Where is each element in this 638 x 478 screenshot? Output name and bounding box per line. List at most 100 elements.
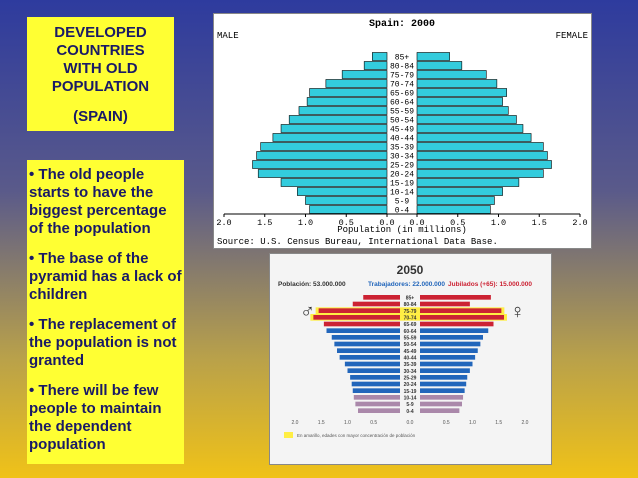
bar-male-5-9 (305, 196, 388, 205)
bar-male-60-64 (326, 328, 400, 333)
bar-female-10-14 (420, 395, 464, 400)
age-label-40-44: 40-44 (390, 135, 414, 144)
age-label-20-24: 20-24 (390, 171, 414, 180)
bar-male-75-79 (341, 70, 388, 79)
bar-male-50-54 (334, 341, 400, 347)
bar-female-80-84 (420, 301, 470, 307)
bar-male-70-74 (313, 315, 400, 320)
bar-male-10-14 (297, 187, 388, 196)
age-label-30-34: 30-34 (404, 369, 417, 375)
bar-male-85+ (372, 52, 388, 61)
bar-female-60-64 (416, 97, 503, 106)
bar-male-70-74 (325, 79, 388, 88)
bar-female-25-29 (420, 375, 468, 380)
bar-male-35-39 (260, 142, 388, 151)
age-label-0-4: 0-4 (395, 207, 410, 216)
age-label-50-54: 50-54 (404, 342, 417, 348)
x-tick-5: 0.0 (409, 218, 424, 228)
age-label-70-74: 70-74 (404, 315, 417, 321)
x-tick-2050-8: 2.0 (522, 420, 529, 426)
bar-female-40-44 (420, 355, 476, 360)
x-tick-2050-3: 0.5 (370, 420, 377, 426)
chart-2000-female-label: FEMALE (556, 31, 588, 41)
title-box: DEVELOPED COUNTRIES WITH OLD POPULATION … (27, 17, 174, 131)
age-label-20-24: 20-24 (404, 382, 417, 388)
bar-female-70-74 (416, 79, 498, 88)
bar-female-0-4 (420, 408, 460, 413)
age-label-75-79: 75-79 (390, 72, 414, 81)
bar-female-80-84 (416, 61, 463, 70)
age-label-10-14: 10-14 (404, 395, 417, 401)
bar-male-35-39 (344, 361, 400, 367)
age-label-55-59: 55-59 (404, 335, 417, 341)
age-label-35-39: 35-39 (390, 144, 414, 153)
bar-male-65-69 (309, 88, 388, 97)
bar-male-20-24 (257, 169, 388, 178)
bar-female-0-4 (416, 205, 491, 214)
x-tick-9: 2.0 (572, 218, 587, 228)
bar-female-85+ (416, 52, 450, 61)
age-label-40-44: 40-44 (404, 355, 417, 361)
bar-male-85+ (363, 295, 400, 300)
bar-female-40-44 (416, 133, 532, 142)
bar-male-25-29 (252, 160, 388, 169)
bar-male-55-59 (331, 335, 400, 340)
x-tick-6: 0.5 (450, 218, 465, 228)
age-label-30-34: 30-34 (390, 153, 414, 162)
bar-female-35-39 (420, 361, 473, 367)
bullet-3: • The replacement of the population is n… (29, 316, 177, 369)
title-line-3: WITH OLD (63, 60, 138, 77)
age-label-85+: 85+ (395, 54, 410, 63)
age-label-85+: 85+ (406, 295, 415, 301)
age-label-25-29: 25-29 (404, 375, 417, 381)
bar-male-40-44 (339, 355, 400, 360)
age-label-65-69: 65-69 (390, 90, 414, 99)
title-subtitle: (SPAIN) (73, 108, 128, 125)
age-label-45-49: 45-49 (390, 126, 414, 135)
highlight-70-74 (310, 314, 507, 321)
bar-female-25-29 (416, 160, 552, 169)
age-label-70-74: 70-74 (390, 81, 414, 90)
age-label-55-59: 55-59 (390, 108, 414, 117)
bar-male-20-24 (351, 381, 400, 387)
bar-male-0-4 (309, 205, 388, 214)
bar-female-60-64 (420, 328, 489, 333)
bar-male-10-14 (353, 395, 400, 400)
bar-female-65-69 (416, 88, 507, 97)
age-label-10-14: 10-14 (390, 189, 414, 198)
x-tick-2: 1.0 (298, 218, 313, 228)
bar-male-40-44 (272, 133, 388, 142)
bullets-box: • The old people starts to have the bigg… (27, 160, 184, 464)
title-line-2: COUNTRIES (56, 42, 145, 59)
chart-2050-legend: En amarillo, edades con mayor concentrac… (297, 433, 416, 438)
bar-female-45-49 (416, 124, 524, 133)
bar-male-45-49 (280, 124, 388, 133)
bullet-1: • The old people starts to have the bigg… (29, 166, 167, 237)
bar-male-75-79 (318, 308, 400, 313)
age-label-25-29: 25-29 (390, 162, 414, 171)
bar-female-75-79 (416, 70, 487, 79)
age-label-5-9: 5-9 (406, 402, 413, 408)
age-label-0-4: 0-4 (406, 409, 413, 415)
x-tick-2050-2: 1.0 (344, 420, 351, 426)
bar-female-15-19 (416, 178, 520, 187)
bar-female-50-54 (420, 341, 481, 347)
bullet-2: • The base of the pyramid has a lack of … (29, 250, 182, 303)
pyramid-2050-svg: 2050 Población: 53.000.000 Trabajadores:… (278, 263, 532, 438)
age-label-15-19: 15-19 (390, 180, 414, 189)
chart-2050-population: Población: 53.000.000 (278, 281, 346, 288)
bar-male-55-59 (298, 106, 388, 115)
pyramid-2000-svg: Spain: 2000 MALE FEMALE Population (in m… (216, 18, 588, 247)
bar-female-55-59 (420, 335, 483, 340)
bar-male-5-9 (355, 401, 400, 407)
bar-female-10-14 (416, 187, 503, 196)
bar-male-15-19 (352, 388, 400, 393)
highlight-75-79 (315, 307, 505, 314)
age-label-60-64: 60-64 (404, 329, 417, 335)
bar-female-15-19 (420, 388, 465, 393)
chart-2050-retired: Jubilados (+65): 15.000.000 (448, 281, 532, 288)
bar-male-15-19 (280, 178, 388, 187)
age-label-60-64: 60-64 (390, 99, 414, 108)
x-tick-2050-6: 1.0 (469, 420, 476, 426)
chart-2000-male-label: MALE (217, 31, 239, 41)
